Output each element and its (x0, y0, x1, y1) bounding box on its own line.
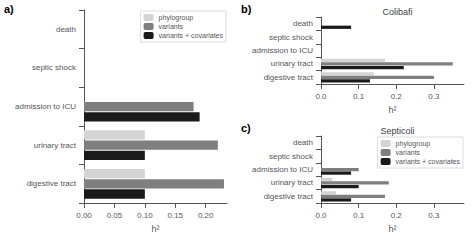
svg-text:h²: h² (388, 105, 396, 115)
svg-text:septic shock: septic shock (32, 63, 77, 72)
svg-text:urinary tract: urinary tract (271, 178, 314, 187)
svg-text:a): a) (4, 3, 14, 15)
svg-text:c): c) (241, 122, 251, 134)
svg-text:urinary tract: urinary tract (34, 141, 77, 150)
svg-text:digestive tract: digestive tract (264, 73, 314, 82)
svg-text:variants: variants (396, 149, 421, 156)
svg-text:death: death (293, 19, 313, 28)
svg-text:0.2: 0.2 (391, 92, 403, 101)
svg-text:0.20: 0.20 (198, 211, 214, 220)
svg-text:0.0: 0.0 (315, 92, 327, 101)
svg-text:phylogroup: phylogroup (396, 140, 431, 148)
svg-text:0.1: 0.1 (353, 92, 365, 101)
svg-text:phylogroup: phylogroup (159, 14, 194, 22)
svg-text:0.3: 0.3 (428, 92, 440, 101)
svg-text:admission to ICU: admission to ICU (15, 102, 76, 111)
svg-text:digestive tract: digestive tract (27, 179, 77, 188)
svg-text:admission to ICU: admission to ICU (252, 46, 313, 55)
svg-text:0.2: 0.2 (391, 211, 403, 220)
svg-text:0.10: 0.10 (137, 211, 153, 220)
svg-text:h²: h² (151, 224, 159, 234)
svg-text:0.05: 0.05 (107, 211, 123, 220)
svg-text:0.15: 0.15 (167, 211, 183, 220)
svg-text:septic shock: septic shock (269, 33, 314, 42)
svg-text:admission to ICU: admission to ICU (252, 165, 313, 174)
svg-text:0.1: 0.1 (353, 211, 365, 220)
svg-text:0.00: 0.00 (76, 211, 92, 220)
svg-text:death: death (56, 25, 76, 34)
svg-text:urinary tract: urinary tract (271, 59, 314, 68)
svg-text:septic shock: septic shock (269, 152, 314, 161)
svg-text:b): b) (241, 3, 252, 15)
svg-text:digestive tract: digestive tract (264, 192, 314, 201)
svg-text:Septicoli: Septicoli (380, 126, 414, 136)
svg-text:variants: variants (159, 23, 184, 30)
svg-text:h²: h² (388, 224, 396, 234)
svg-text:0.0: 0.0 (315, 211, 327, 220)
svg-text:0.3: 0.3 (428, 211, 440, 220)
svg-text:death: death (293, 138, 313, 147)
svg-text:Colibafi: Colibafi (382, 7, 412, 17)
svg-text:variants + covariates: variants + covariates (396, 158, 461, 165)
svg-text:variants + covariates: variants + covariates (159, 32, 224, 39)
